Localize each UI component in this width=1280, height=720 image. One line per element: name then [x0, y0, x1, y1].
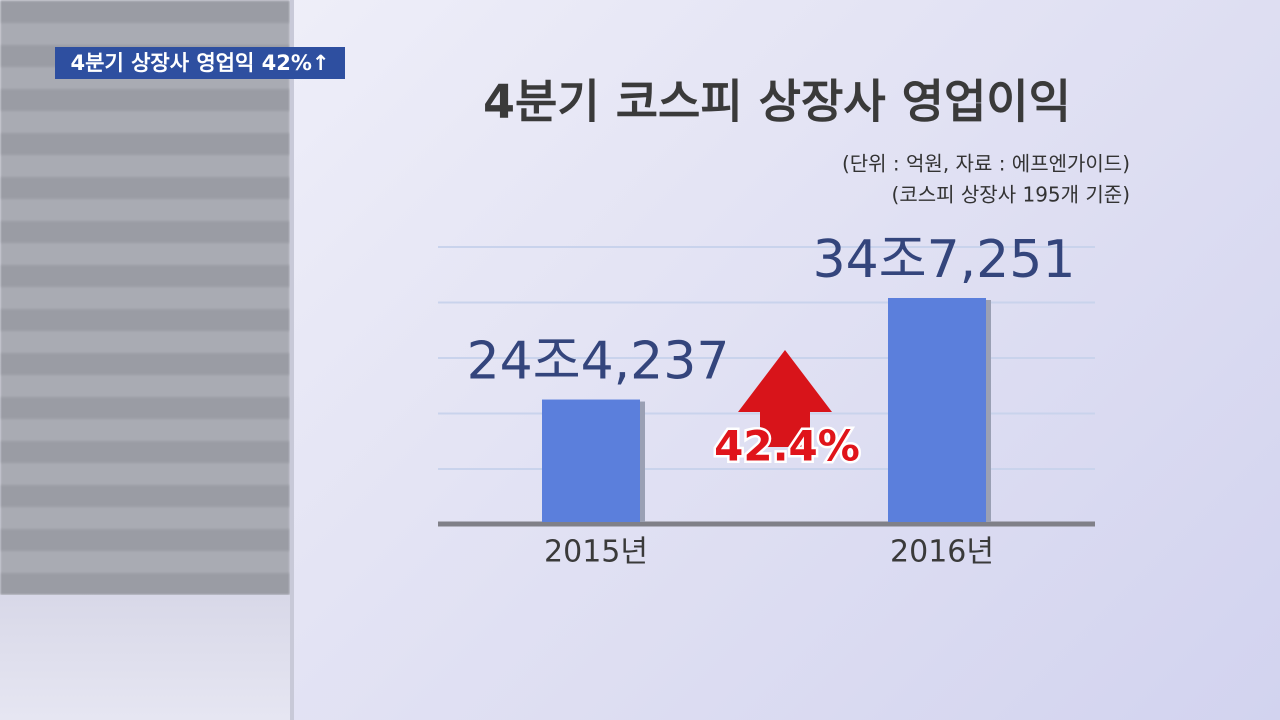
value-label: 24조4,237 [467, 332, 730, 392]
divider [290, 0, 294, 720]
chart-title: 4분기 코스피 상장사 영업이익 [483, 75, 1071, 129]
value-label: 34조7,251 [813, 230, 1076, 290]
stock-board [0, 0, 290, 595]
note: (단위 : 억원, 자료 : 에프엔가이드) [842, 152, 1130, 176]
bar-shadow [986, 299, 991, 522]
x-tick-label: 2015년 [544, 535, 648, 570]
bar-shadow [640, 401, 645, 522]
up-arrow [738, 350, 832, 447]
bar [542, 399, 640, 522]
growth-label: 42.4% [714, 422, 860, 471]
bar [888, 297, 986, 522]
x-tick-label: 2016년 [890, 535, 994, 570]
stock-board-fade [0, 595, 290, 720]
headline-tag: 4분기 상장사 영업익 42%↑ [55, 47, 345, 79]
note: (코스피 상장사 195개 기준) [892, 183, 1130, 207]
